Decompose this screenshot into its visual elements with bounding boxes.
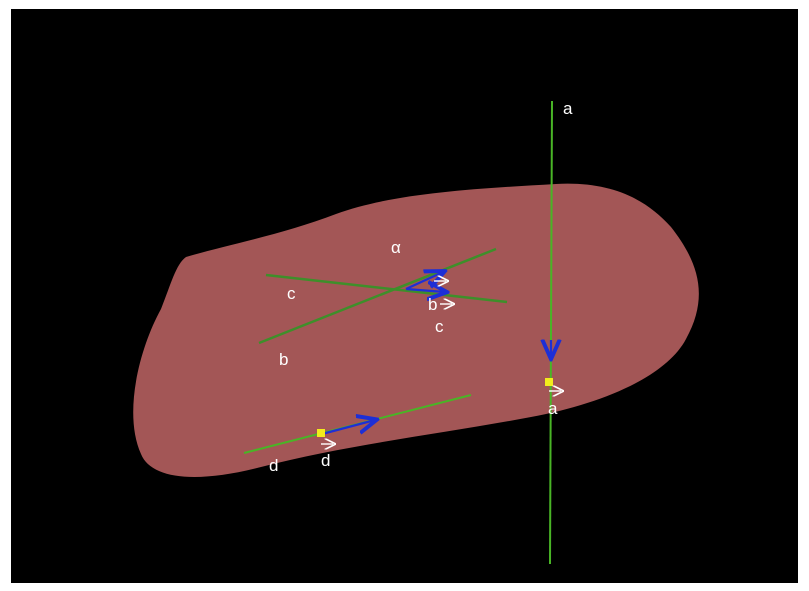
point-on-line-a (545, 378, 553, 386)
label-vector-b: b (428, 295, 437, 314)
label-vector-c: c (435, 317, 444, 336)
line-c (265, 273, 508, 304)
plane-alpha (133, 183, 699, 477)
label-vector-d: d (321, 451, 330, 470)
geometry-canvas: α a b c d b c a d (11, 9, 798, 583)
point-on-line-d (317, 429, 325, 437)
line-b (258, 247, 497, 345)
label-line-c: c (287, 284, 296, 303)
label-line-b: b (279, 350, 288, 369)
vector-d-arrow (321, 420, 375, 436)
label-line-d: d (269, 456, 278, 475)
line-a (549, 100, 553, 565)
label-alpha: α (391, 238, 401, 257)
label-vector-a: a (548, 399, 558, 418)
label-line-a: a (563, 99, 573, 118)
vector-b-arrow (405, 272, 443, 290)
diagram-svg: α a b c d b c a d (133, 99, 699, 565)
vector-c-arrow (405, 289, 445, 292)
